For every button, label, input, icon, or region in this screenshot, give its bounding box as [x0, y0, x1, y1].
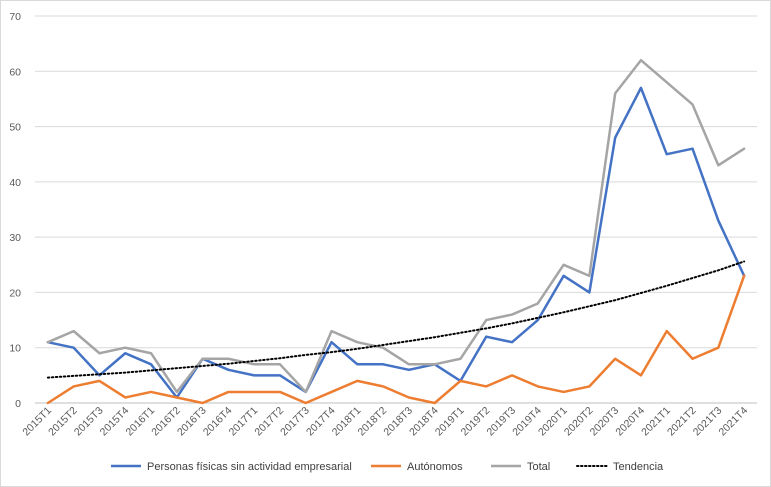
y-tick-label: 20 [9, 287, 21, 299]
y-tick-label: 30 [9, 232, 21, 244]
y-tick-label: 40 [9, 177, 21, 189]
y-tick-label: 60 [9, 66, 21, 78]
series-line-3 [46, 260, 746, 379]
y-tick-label: 10 [9, 343, 21, 355]
y-tick-label: 0 [15, 398, 21, 410]
y-tick-label: 50 [9, 122, 21, 134]
y-axis-tick-labels: 0 10 20 30 40 50 60 70 [9, 11, 21, 410]
x-axis-tick-labels: 2015T12015T22015T32015T42016T12016T22016… [20, 405, 750, 439]
series-lines [46, 58, 746, 405]
legend-label-2: Total [527, 461, 550, 473]
gridlines [35, 15, 757, 404]
series-line-0 [46, 86, 746, 399]
series-line-2 [46, 58, 746, 394]
legend-label-3: Tendencia [613, 461, 664, 473]
series-line-1 [46, 274, 746, 405]
x-tick-label: 2021T4 [717, 405, 751, 439]
y-tick-label: 70 [9, 11, 21, 23]
legend-label-1: Autónomos [407, 461, 463, 473]
legend-label-0: Personas físicas sin actividad empresari… [147, 461, 352, 473]
legend: Personas físicas sin actividad empresari… [111, 461, 664, 473]
